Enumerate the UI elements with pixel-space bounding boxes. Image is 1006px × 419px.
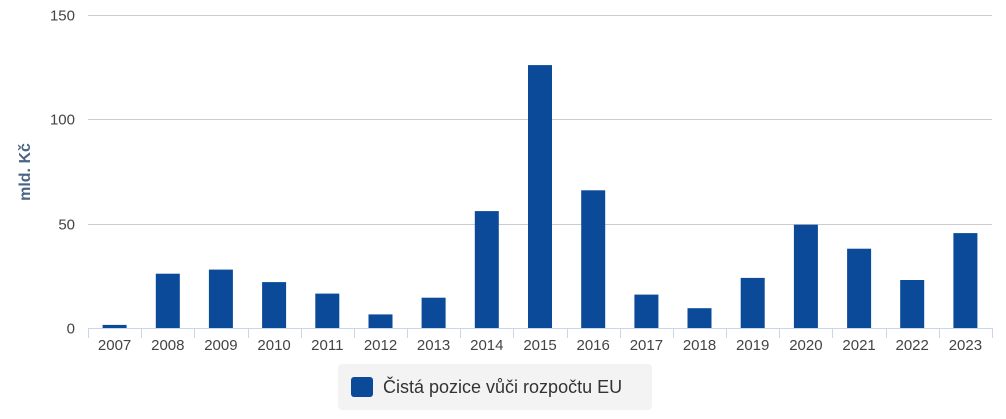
bar[interactable] (208, 269, 233, 328)
x-tick-label: 2015 (523, 337, 556, 354)
x-tick-label: 2008 (151, 337, 184, 354)
x-tick-label: 2012 (364, 337, 397, 354)
bar[interactable] (102, 324, 127, 328)
bar[interactable] (262, 282, 287, 328)
x-tick-label: 2009 (204, 337, 237, 354)
x-tick-label: 2016 (577, 337, 610, 354)
x-tick-label: 2010 (257, 337, 290, 354)
bar[interactable] (581, 190, 606, 328)
bar[interactable] (368, 314, 393, 328)
x-tick-label: 2019 (736, 337, 769, 354)
bar[interactable] (793, 224, 818, 328)
y-tick-label: 150 (50, 8, 75, 25)
bar[interactable] (528, 65, 552, 328)
bar[interactable] (953, 233, 978, 328)
x-tick-label: 2023 (949, 337, 982, 354)
x-tick-label: 2011 (311, 337, 343, 354)
x-tick-label: 2007 (98, 337, 131, 354)
y-tick-label: 50 (58, 217, 75, 234)
bar[interactable] (421, 297, 446, 328)
bar[interactable] (634, 294, 659, 328)
legend-swatch (351, 377, 373, 397)
x-tick-label: 2014 (470, 337, 503, 354)
legend-label: Čistá pozice vůči rozpočtu EU (383, 376, 623, 397)
bar[interactable] (900, 280, 925, 328)
bar[interactable] (315, 293, 340, 328)
x-tick-label: 2017 (630, 337, 663, 354)
x-tick-label: 2020 (789, 337, 822, 354)
x-tick-label: 2022 (896, 337, 929, 354)
bar[interactable] (474, 211, 499, 328)
bar[interactable] (687, 308, 712, 328)
bar[interactable] (847, 248, 872, 328)
x-axis (88, 328, 993, 338)
y-axis-label: mld. Kč (17, 143, 34, 201)
x-axis-tick-labels: 2007 2008 2009 2010 2011 2012 2013 2014 2015 2016… (98, 337, 982, 354)
x-tick-label: 2018 (683, 337, 716, 354)
x-tick-label: 2013 (417, 337, 450, 354)
y-axis-tick-labels: 0 50 100 150 (50, 8, 75, 338)
x-tick-label: 2021 (842, 337, 875, 354)
y-tick-label: 0 (67, 321, 75, 338)
legend[interactable]: Čistá pozice vůči rozpočtu EU (338, 364, 652, 410)
bars (102, 65, 978, 328)
bar[interactable] (155, 273, 180, 328)
bar[interactable] (740, 277, 765, 328)
y-tick-label: 100 (50, 112, 75, 129)
